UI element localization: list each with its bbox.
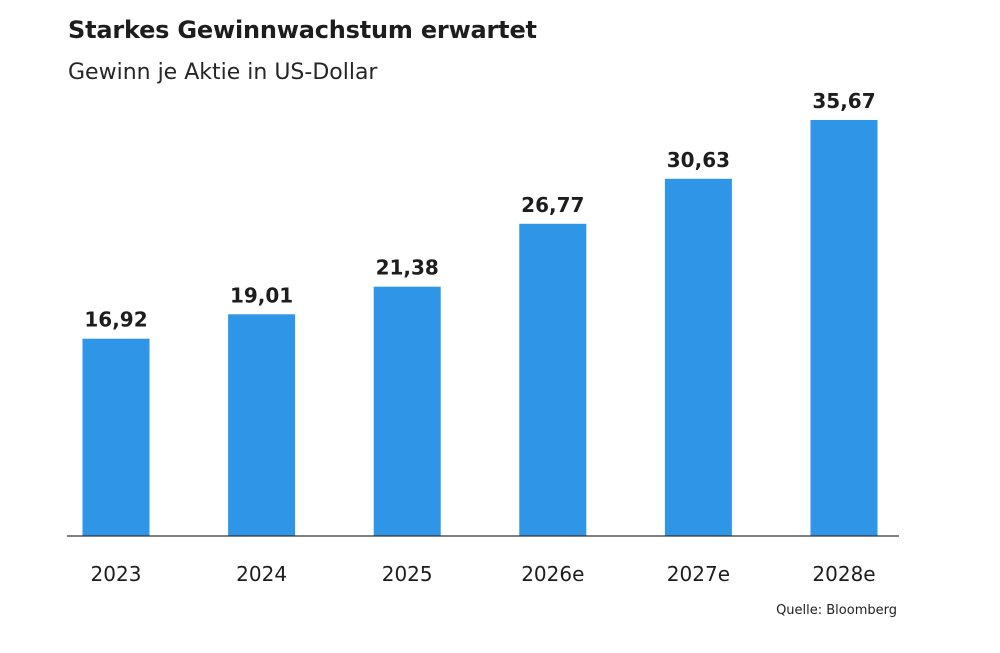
value-label-2027e: 30,63 (667, 148, 730, 172)
chart-subtitle: Gewinn je Aktie in US-Dollar (68, 60, 378, 85)
bar-2027e (664, 178, 732, 537)
source-note: Quelle: Bloomberg (776, 603, 897, 618)
bar-2025 (373, 286, 441, 536)
tick-label-2027e: 2027e (667, 562, 730, 586)
chart-title: Starkes Gewinnwachstum erwartet (68, 16, 537, 44)
value-label-2024: 19,01 (230, 283, 293, 307)
bar-2024 (228, 314, 296, 536)
value-label-2025: 21,38 (376, 256, 439, 280)
value-label-2023: 16,92 (84, 308, 147, 332)
bar-2028e (810, 120, 878, 536)
tick-label-2023: 2023 (91, 562, 142, 586)
value-label-2028e: 35,67 (812, 89, 875, 113)
bar-2026e (519, 223, 587, 537)
tick-label-2026e: 2026e (521, 562, 584, 586)
bar-2023 (82, 338, 150, 536)
value-label-2026e: 26,77 (521, 193, 584, 217)
tick-label-2028e: 2028e (812, 562, 875, 586)
tick-label-2024: 2024 (236, 562, 287, 586)
tick-label-2025: 2025 (382, 562, 433, 586)
